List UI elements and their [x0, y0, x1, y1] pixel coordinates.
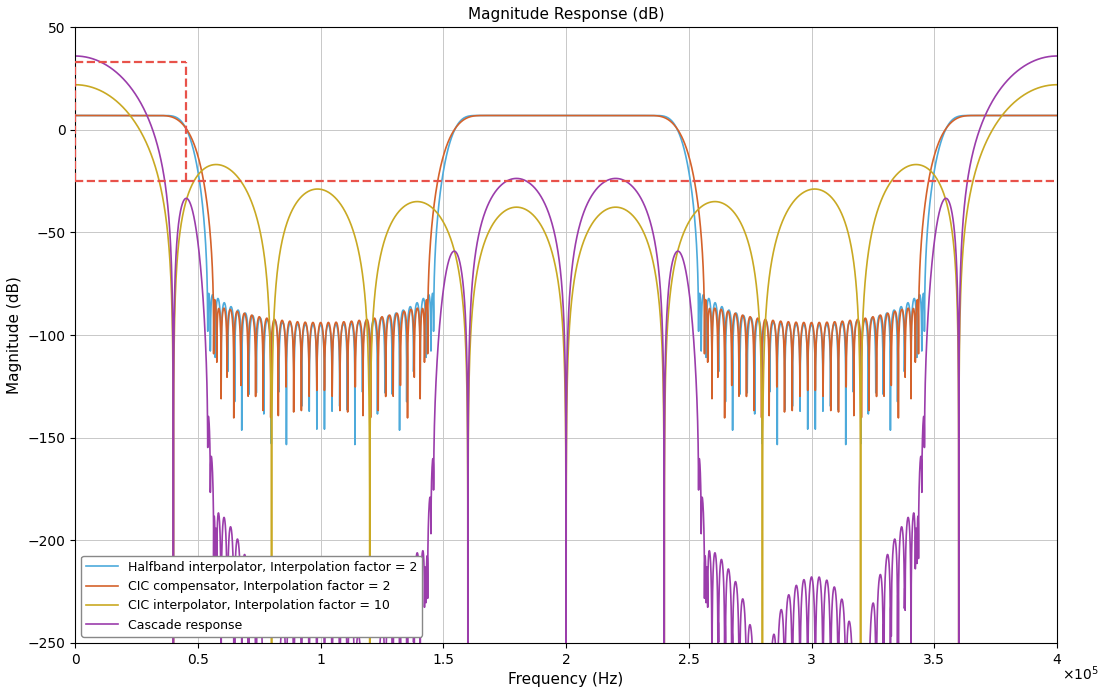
CIC compensator, Interpolation factor = 2	[499, 111, 513, 119]
Y-axis label: Magnitude (dB): Magnitude (dB)	[7, 276, 22, 394]
Title: Magnitude Response (dB): Magnitude Response (dB)	[467, 7, 664, 22]
CIC compensator, Interpolation factor = 2	[424, 235, 438, 243]
Halfband interpolator, Interpolation factor = 2	[348, 441, 361, 449]
CIC compensator, Interpolation factor = 2	[228, 414, 241, 422]
Halfband interpolator, Interpolation factor = 2	[69, 111, 82, 119]
Halfband interpolator, Interpolation factor = 2	[472, 111, 485, 119]
Line: Cascade response: Cascade response	[75, 56, 1056, 694]
Halfband interpolator, Interpolation factor = 2	[650, 111, 663, 119]
CIC compensator, Interpolation factor = 2	[118, 111, 131, 119]
CIC interpolator, Interpolation factor = 10	[693, 205, 706, 213]
CIC compensator, Interpolation factor = 2	[650, 112, 663, 120]
Cascade response	[1050, 52, 1063, 60]
CIC interpolator, Interpolation factor = 10	[849, 273, 862, 281]
Text: $\times10^5$: $\times10^5$	[1062, 664, 1098, 683]
Legend: Halfband interpolator, Interpolation factor = 2, CIC compensator, Interpolation : Halfband interpolator, Interpolation fac…	[82, 556, 422, 636]
Halfband interpolator, Interpolation factor = 2	[118, 111, 131, 119]
CIC compensator, Interpolation factor = 2	[797, 319, 810, 327]
Halfband interpolator, Interpolation factor = 2	[797, 321, 810, 330]
Line: CIC compensator, Interpolation factor = 2: CIC compensator, Interpolation factor = …	[75, 115, 1056, 418]
CIC compensator, Interpolation factor = 2	[849, 323, 862, 332]
Cascade response	[693, 457, 706, 466]
CIC compensator, Interpolation factor = 2	[693, 210, 706, 218]
CIC interpolator, Interpolation factor = 10	[1050, 81, 1063, 89]
X-axis label: Frequency (Hz): Frequency (Hz)	[508, 672, 623, 687]
Cascade response	[650, 246, 663, 254]
Halfband interpolator, Interpolation factor = 2	[849, 321, 862, 329]
Cascade response	[797, 578, 810, 586]
Halfband interpolator, Interpolation factor = 2	[1050, 111, 1063, 119]
Cascade response	[118, 76, 131, 85]
Line: CIC interpolator, Interpolation factor = 10: CIC interpolator, Interpolation factor =…	[75, 85, 1056, 694]
Halfband interpolator, Interpolation factor = 2	[424, 323, 438, 331]
CIC interpolator, Interpolation factor = 10	[424, 203, 438, 211]
Cascade response	[69, 52, 82, 60]
CIC interpolator, Interpolation factor = 10	[650, 274, 663, 282]
CIC interpolator, Interpolation factor = 10	[69, 81, 82, 89]
CIC interpolator, Interpolation factor = 10	[118, 105, 131, 113]
Cascade response	[424, 509, 438, 517]
CIC compensator, Interpolation factor = 2	[69, 111, 82, 119]
CIC interpolator, Interpolation factor = 10	[797, 189, 810, 197]
Halfband interpolator, Interpolation factor = 2	[693, 293, 706, 301]
Cascade response	[849, 668, 862, 676]
CIC compensator, Interpolation factor = 2	[1050, 111, 1063, 119]
Line: Halfband interpolator, Interpolation factor = 2: Halfband interpolator, Interpolation fac…	[75, 115, 1056, 445]
